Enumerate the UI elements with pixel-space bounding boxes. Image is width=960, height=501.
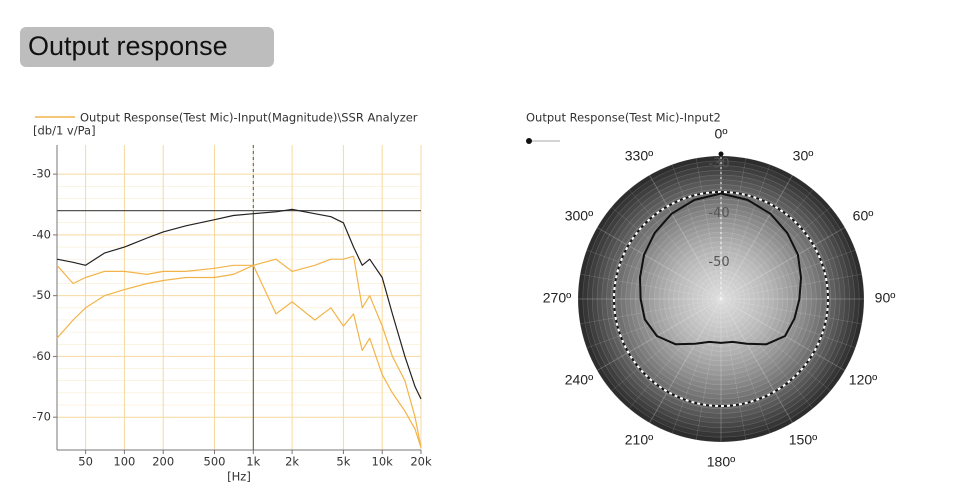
spoke [720, 298, 846, 371]
x-axis-label: [Hz] [227, 470, 251, 484]
spoke [720, 164, 771, 300]
polar-top-dot [718, 151, 724, 157]
angle-tick-label: 30º [793, 148, 814, 164]
plot-area [57, 145, 421, 450]
angle-tick-label: 240º [565, 372, 593, 388]
x-tick-label: 5k [336, 455, 350, 469]
spoke [628, 189, 722, 300]
spoke [720, 298, 747, 440]
spoke [720, 298, 814, 409]
spoke [586, 298, 722, 349]
spoke [720, 174, 793, 300]
legend-label: Output Response(Test Mic)-Input(Magnitud… [80, 111, 418, 125]
angle-tick-label: 120º [849, 372, 877, 388]
reference-ring [612, 190, 830, 408]
series-line [56, 255, 422, 448]
x-tick-label: 2k [285, 455, 299, 469]
spoke [720, 298, 856, 349]
angle-tick-label: 270º [543, 290, 571, 306]
title-badge [20, 27, 274, 67]
angle-tick-label: 0º [715, 126, 728, 142]
y-axis-label: [db/1 v/Pa] [33, 124, 96, 138]
spoke [720, 158, 747, 300]
spoke [611, 206, 722, 300]
spoke [720, 227, 846, 300]
page-title: Output response [28, 31, 228, 61]
spoke [720, 249, 856, 300]
spoke [720, 273, 862, 300]
spoke [671, 164, 722, 300]
angle-tick-label: 90º [875, 290, 896, 306]
angle-tick-label: 210º [625, 432, 653, 448]
x-tick-label: 100 [113, 455, 135, 469]
angle-tick-label: 60º [853, 208, 874, 224]
spoke [596, 298, 722, 371]
spoke [695, 298, 722, 440]
spoke [695, 158, 722, 300]
spoke [611, 298, 722, 392]
spoke [628, 298, 722, 409]
y-tick-label: -40 [32, 227, 51, 241]
spoke [580, 273, 722, 300]
x-tick-label: 20k [410, 455, 432, 469]
spoke [586, 249, 722, 300]
spoke [580, 298, 722, 325]
series-line [639, 192, 802, 346]
angle-tick-label: 330º [625, 148, 653, 164]
r-tick-label: -40 [708, 206, 729, 221]
r-tick-label: -50 [708, 255, 729, 270]
angle-tick-label: 300º [565, 208, 593, 224]
spoke [720, 298, 771, 434]
x-tick-label: 1k [246, 455, 260, 469]
legend-dot [526, 138, 532, 144]
x-tick-label: 10k [372, 455, 394, 469]
spoke [596, 227, 722, 300]
x-tick-label: 50 [78, 455, 93, 469]
spoke [720, 298, 862, 325]
y-tick-label: -30 [32, 167, 51, 181]
spoke [671, 298, 722, 434]
angle-tick-label: 180º [707, 454, 735, 470]
y-tick-label: -60 [32, 349, 51, 363]
series-line [56, 264, 422, 448]
series-line [56, 208, 422, 400]
spoke [649, 298, 722, 424]
x-tick-label: 500 [204, 455, 226, 469]
spoke [720, 298, 793, 424]
spoke [720, 189, 814, 300]
chart-title: Output Response(Test Mic)-Input2 [526, 111, 721, 125]
y-tick-label: -50 [32, 288, 51, 302]
x-tick-label: 200 [152, 455, 174, 469]
spoke [720, 206, 831, 300]
spoke [649, 174, 722, 300]
angle-tick-label: 150º [789, 432, 817, 448]
spoke [720, 298, 831, 392]
r-tick-label: -30 [708, 157, 729, 172]
y-tick-label: -70 [32, 410, 51, 424]
